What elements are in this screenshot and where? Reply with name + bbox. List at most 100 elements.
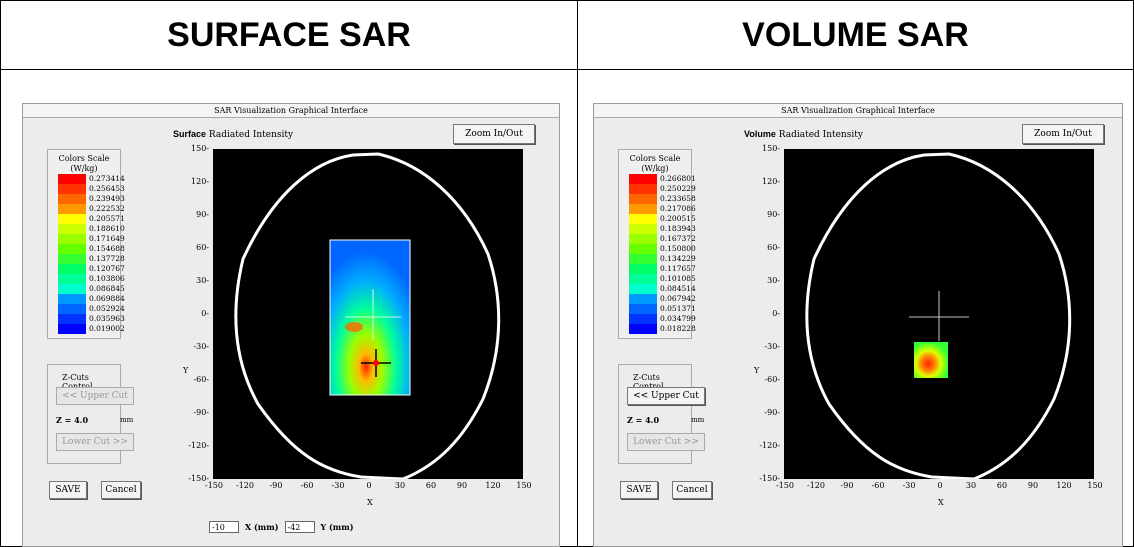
scale-row: 0.035963: [58, 314, 125, 324]
y-tick-label: 60-: [767, 243, 780, 252]
y-tick-label: -30-: [193, 342, 209, 351]
x-tick-label: 150: [1087, 481, 1103, 490]
coord-x-label: X (mm): [245, 522, 279, 532]
save-button[interactable]: SAVE: [49, 481, 87, 499]
x-tick-label: -60: [871, 481, 885, 490]
scale-swatch: [58, 244, 86, 254]
scale-swatch: [58, 254, 86, 264]
scale-row: 0.067942: [629, 294, 696, 304]
y-tick-label: 60-: [196, 243, 209, 252]
x-tick-label: -120: [236, 481, 254, 490]
scale-swatch: [629, 314, 657, 324]
hot-spot-secondary: [345, 322, 363, 332]
surface-sar-window: SAR Visualization Graphical Interface Su…: [22, 103, 560, 547]
scale-value: 0.183943: [660, 224, 696, 233]
y-tick-label: -60-: [193, 375, 209, 384]
colors-scale-unit: (W/kg): [70, 164, 98, 173]
save-button[interactable]: SAVE: [620, 481, 658, 499]
scale-value: 0.084514: [660, 284, 696, 293]
scale-row: 0.084514: [629, 284, 696, 294]
upper-cut-button[interactable]: << Upper Cut: [627, 387, 705, 405]
scale-row: 0.150800: [629, 244, 696, 254]
y-tick-label: -90-: [764, 408, 780, 417]
scale-swatch: [629, 304, 657, 314]
scale-row: 0.188610: [58, 224, 125, 234]
scale-value: 0.205571: [89, 214, 125, 223]
scale-swatch: [58, 184, 86, 194]
scale-value: 0.086845: [89, 284, 125, 293]
scale-row: 0.120767: [58, 264, 125, 274]
zoom-button[interactable]: Zoom In/Out: [453, 124, 535, 144]
cancel-button[interactable]: Cancel: [672, 481, 712, 499]
scale-row: 0.051371: [629, 304, 696, 314]
scale-row: 0.233658: [629, 194, 696, 204]
y-tick-label: 30-: [767, 276, 780, 285]
scale-swatch: [629, 184, 657, 194]
scale-value: 0.019002: [89, 324, 125, 333]
scale-row: 0.266801: [629, 174, 696, 184]
x-tick-label: 120: [485, 481, 501, 490]
x-tick-label: 90: [456, 481, 468, 490]
scale-value: 0.101085: [660, 274, 696, 283]
z-unit: mm: [691, 416, 705, 424]
y-tick-label: 90-: [196, 210, 209, 219]
x-axis-label: X: [367, 498, 373, 507]
x-tick-label: 60: [425, 481, 437, 490]
scale-row: 0.052924: [58, 304, 125, 314]
scale-swatch: [58, 204, 86, 214]
scale-row: 0.256453: [58, 184, 125, 194]
x-tick-label: 30: [965, 481, 977, 490]
scale-value: 0.250229: [660, 184, 696, 193]
scale-swatch: [58, 274, 86, 284]
scale-value: 0.273414: [89, 174, 125, 183]
scale-swatch: [58, 174, 86, 184]
zoom-button[interactable]: Zoom In/Out: [1022, 124, 1104, 144]
scale-value: 0.233658: [660, 194, 696, 203]
x-tick-label: 0: [937, 481, 943, 490]
scale-row: 0.183943: [629, 224, 696, 234]
x-tick-label: -150: [776, 481, 794, 490]
scale-swatch: [58, 234, 86, 244]
surface-plot: [213, 149, 523, 481]
peak-point: [373, 360, 379, 366]
y-tick-label: -150-: [759, 474, 780, 483]
sar-region: [914, 342, 948, 378]
plot-heading: Volume Radiated Intensity: [744, 129, 863, 140]
phantom-outline: [234, 152, 501, 481]
scale-value: 0.018228: [660, 324, 696, 333]
scale-value: 0.137728: [89, 254, 125, 263]
scale-row: 0.019002: [58, 324, 125, 334]
z-value: Z = 4.0: [56, 415, 89, 425]
scale-row: 0.273414: [58, 174, 125, 184]
scale-swatch: [58, 194, 86, 204]
scale-swatch: [629, 284, 657, 294]
x-tick-label: -30: [902, 481, 916, 490]
y-tick-label: -30-: [764, 342, 780, 351]
scale-row: 0.117657: [629, 264, 696, 274]
y-tick-label: 0-: [201, 309, 209, 318]
scale-swatch: [629, 294, 657, 304]
scale-value: 0.067942: [660, 294, 696, 303]
scale-value: 0.034799: [660, 314, 696, 323]
upper-cut-button[interactable]: << Upper Cut: [56, 387, 134, 405]
scale-row: 0.154688: [58, 244, 125, 254]
y-tick-label: 150-: [191, 144, 209, 153]
scale-row: 0.103806: [58, 274, 125, 284]
scale-swatch: [629, 234, 657, 244]
window-title: SAR Visualization Graphical Interface: [594, 104, 1122, 118]
scale-swatch: [58, 314, 86, 324]
x-tick-label: 150: [516, 481, 532, 490]
scale-value: 0.103806: [89, 274, 125, 283]
lower-cut-button[interactable]: Lower Cut >>: [56, 433, 134, 451]
scale-row: 0.134229: [629, 254, 696, 264]
coord-y-input[interactable]: -42: [284, 521, 315, 533]
scale-swatch: [629, 244, 657, 254]
y-tick-label: 90-: [767, 210, 780, 219]
x-tick-label: -120: [807, 481, 825, 490]
lower-cut-button[interactable]: Lower Cut >>: [627, 433, 705, 451]
cancel-button[interactable]: Cancel: [101, 481, 141, 499]
coord-x-input[interactable]: -10: [209, 521, 239, 533]
scale-value: 0.239493: [89, 194, 125, 203]
scale-value: 0.222532: [89, 204, 125, 213]
zcuts-control: Z-Cuts Control << Upper Cut Z = 4.0 mm L…: [618, 364, 705, 464]
